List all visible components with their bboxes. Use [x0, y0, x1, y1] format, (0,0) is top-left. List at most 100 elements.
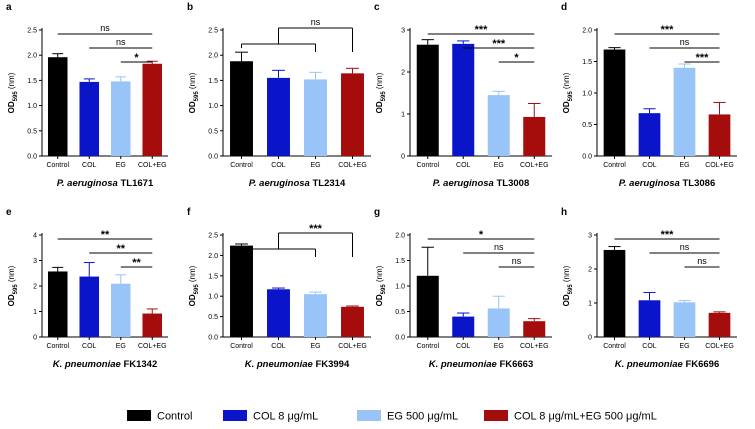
- panel-caption: K. pneumoniae FK6696: [615, 359, 720, 370]
- caption-species: P. aeruginosa: [249, 178, 313, 189]
- y-tick-label: 2.5: [208, 233, 218, 240]
- x-tick-label: Control: [416, 162, 439, 169]
- y-tick-label: 0: [33, 335, 37, 342]
- bar-eg: [487, 308, 510, 337]
- chart-panel-f: f OD595 (nm) 0.0 0.5 1.0 1.5 2.0 2.5 Control COL E…: [187, 207, 371, 370]
- x-tick-label: EG: [494, 343, 504, 350]
- x-tick-label: COL+EG: [338, 162, 367, 169]
- y-tick-label: 2.5: [27, 28, 37, 35]
- y-axis-label-unit: (nm): [375, 72, 384, 91]
- x-tick-label: COL: [82, 343, 97, 350]
- bar-control: [47, 271, 68, 337]
- y-axis-label: OD595 (nm): [562, 265, 574, 306]
- x-tick-label: EG: [116, 343, 126, 350]
- y-tick-label: 2: [33, 284, 37, 291]
- x-tick-label: COL+EG: [520, 343, 549, 350]
- bar-col-eg: [708, 114, 731, 156]
- significance-label: **: [132, 257, 141, 269]
- y-tick-label: 0.5: [582, 122, 592, 129]
- y-tick-label: 0.5: [27, 128, 37, 135]
- y-axis-label-sub: 595: [568, 284, 574, 295]
- bar-control: [603, 249, 626, 337]
- y-tick-label: 1: [588, 301, 592, 308]
- bar-col: [452, 316, 475, 337]
- y-tick-label: 1.0: [208, 103, 218, 110]
- y-axis-label-main: OD: [562, 294, 571, 306]
- significance-label: *: [514, 52, 519, 64]
- x-tick-label: Control: [46, 343, 69, 350]
- y-axis-label: OD595 (nm): [375, 72, 387, 113]
- panel-caption: P. aeruginosa TL3086: [619, 178, 715, 189]
- significance-label: ns: [100, 23, 110, 33]
- bar-eg: [304, 294, 327, 337]
- panel-caption: K. pneumoniae FK3994: [245, 359, 350, 370]
- y-axis-label: OD595 (nm): [7, 72, 19, 113]
- bar-col-eg: [341, 306, 364, 337]
- caption-species: K. pneumoniae: [429, 359, 500, 370]
- caption-strain: TL2314: [312, 178, 345, 189]
- bar-control: [230, 61, 253, 156]
- y-axis-label: OD595 (nm): [188, 72, 200, 113]
- y-axis-label-sub: 595: [13, 91, 19, 102]
- y-axis-label: OD595 (nm): [375, 265, 387, 306]
- legend-item-eg: EG 500 μg/mL: [357, 410, 458, 423]
- significance-label: *: [479, 229, 484, 241]
- panel-caption: P. aeruginosa TL1671: [57, 178, 154, 189]
- bar-eg: [673, 302, 696, 337]
- y-tick-label: 2.0: [27, 53, 37, 60]
- panel-letter: h: [561, 207, 567, 218]
- y-tick-label: 2.0: [208, 53, 218, 60]
- y-axis-label-unit: (nm): [7, 72, 16, 91]
- y-tick-label: 2.5: [208, 28, 218, 35]
- significance-label: ***: [492, 38, 506, 50]
- caption-strain: TL1671: [120, 178, 153, 189]
- x-tick-label: COL: [82, 162, 97, 169]
- legend-swatch: [223, 410, 247, 421]
- caption-strain: FK3994: [315, 359, 350, 370]
- y-tick-label: 1.0: [395, 284, 405, 291]
- y-axis-label: OD595 (nm): [7, 265, 19, 306]
- y-tick-label: 0: [588, 335, 592, 342]
- x-tick-label: EG: [310, 162, 320, 169]
- y-axis-label: OD595 (nm): [188, 265, 200, 306]
- y-axis-label-unit: (nm): [375, 265, 384, 284]
- y-tick-label: 3: [33, 258, 37, 265]
- bar-eg: [110, 81, 131, 156]
- panel-letter: d: [561, 2, 567, 13]
- legend-swatch: [357, 410, 381, 421]
- x-tick-label: EG: [116, 162, 126, 169]
- bar-eg: [673, 67, 696, 156]
- chart-panel-b: b OD595 (nm) 0.0 0.5 1.0 1.5 2.0 2.5 Control COL E…: [187, 2, 371, 189]
- panel-caption: K. pneumoniae FK1342: [53, 359, 158, 370]
- x-tick-label: Control: [46, 162, 69, 169]
- x-tick-label: EG: [679, 162, 689, 169]
- caption-species: P. aeruginosa: [57, 178, 121, 189]
- significance-label: ns: [494, 242, 504, 252]
- bar-col: [267, 77, 290, 156]
- chart-panel-h: h OD595 (nm) 0 1 2 3 Control COL EG COL+EG *** nsns…: [561, 207, 737, 370]
- y-tick-label: 2.0: [582, 28, 592, 35]
- x-tick-label: COL+EG: [338, 343, 367, 350]
- panel-letter: g: [374, 207, 380, 218]
- y-tick-label: 2: [401, 70, 405, 77]
- y-tick-label: 0.0: [208, 154, 218, 161]
- significance-label: ***: [661, 24, 675, 36]
- y-axis-label-sub: 595: [568, 91, 574, 102]
- x-tick-label: Control: [230, 162, 253, 169]
- x-tick-label: COL: [456, 343, 471, 350]
- bar-col-eg: [142, 63, 163, 156]
- y-axis-label-main: OD: [562, 101, 571, 113]
- y-axis-label-sub: 595: [13, 284, 19, 295]
- caption-species: K. pneumoniae: [615, 359, 686, 370]
- bar-col-eg: [523, 321, 546, 337]
- caption-species: P. aeruginosa: [619, 178, 683, 189]
- caption-strain: FK6696: [685, 359, 719, 370]
- x-tick-label: Control: [416, 343, 439, 350]
- x-tick-label: Control: [603, 162, 626, 169]
- caption-species: K. pneumoniae: [245, 359, 316, 370]
- y-tick-label: 0.0: [582, 154, 592, 161]
- y-tick-label: 0.0: [27, 154, 37, 161]
- legend-item-col: COL 8 μg/mL: [223, 410, 318, 423]
